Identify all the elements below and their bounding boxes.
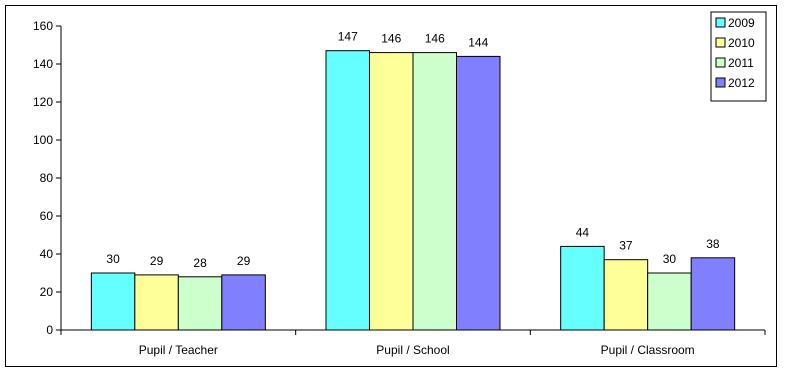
y-tick-label: 120 bbox=[33, 95, 53, 109]
data-label: 29 bbox=[150, 254, 164, 268]
y-tick-label: 20 bbox=[40, 285, 54, 299]
bar-2010 bbox=[369, 52, 414, 331]
data-label: 28 bbox=[193, 256, 207, 270]
legend-swatch bbox=[715, 57, 726, 68]
bar-2010 bbox=[134, 274, 179, 331]
legend-swatch bbox=[715, 77, 726, 88]
bar-2009 bbox=[90, 272, 136, 331]
data-label: 44 bbox=[576, 225, 590, 239]
data-label: 146 bbox=[425, 32, 445, 46]
legend-label: 2011 bbox=[728, 56, 754, 70]
y-tick-label: 160 bbox=[33, 19, 53, 33]
data-label: 30 bbox=[106, 252, 120, 266]
bar-2011 bbox=[177, 276, 223, 331]
bar-2012 bbox=[456, 55, 501, 331]
legend-swatch bbox=[715, 17, 726, 28]
y-tick-label: 40 bbox=[40, 247, 54, 261]
legend-swatch bbox=[715, 37, 726, 48]
category-label: Pupil / School bbox=[376, 343, 449, 357]
y-tick-label: 0 bbox=[46, 323, 53, 337]
data-label: 29 bbox=[237, 254, 251, 268]
bar-2012 bbox=[690, 257, 736, 331]
legend-label: 2009 bbox=[728, 16, 755, 30]
category-label: Pupil / Teacher bbox=[139, 343, 218, 357]
y-tick-label: 140 bbox=[33, 57, 53, 71]
bar-2009 bbox=[560, 245, 605, 331]
bar-2009 bbox=[325, 50, 370, 331]
data-label: 146 bbox=[381, 32, 401, 46]
data-label: 37 bbox=[619, 239, 633, 253]
bar-2011 bbox=[647, 272, 692, 331]
bar-2011 bbox=[412, 52, 457, 331]
data-label: 144 bbox=[468, 35, 488, 49]
data-label: 30 bbox=[663, 252, 677, 266]
bar-2012 bbox=[221, 274, 266, 331]
legend-label: 2010 bbox=[728, 36, 755, 50]
y-tick-label: 100 bbox=[33, 133, 53, 147]
y-tick-label: 80 bbox=[40, 171, 54, 185]
data-label: 38 bbox=[706, 237, 720, 251]
y-tick-label: 60 bbox=[40, 209, 54, 223]
bar-2010 bbox=[603, 259, 649, 331]
category-label: Pupil / Classroom bbox=[601, 343, 695, 357]
legend-label: 2012 bbox=[728, 76, 755, 90]
data-label: 147 bbox=[338, 30, 358, 44]
